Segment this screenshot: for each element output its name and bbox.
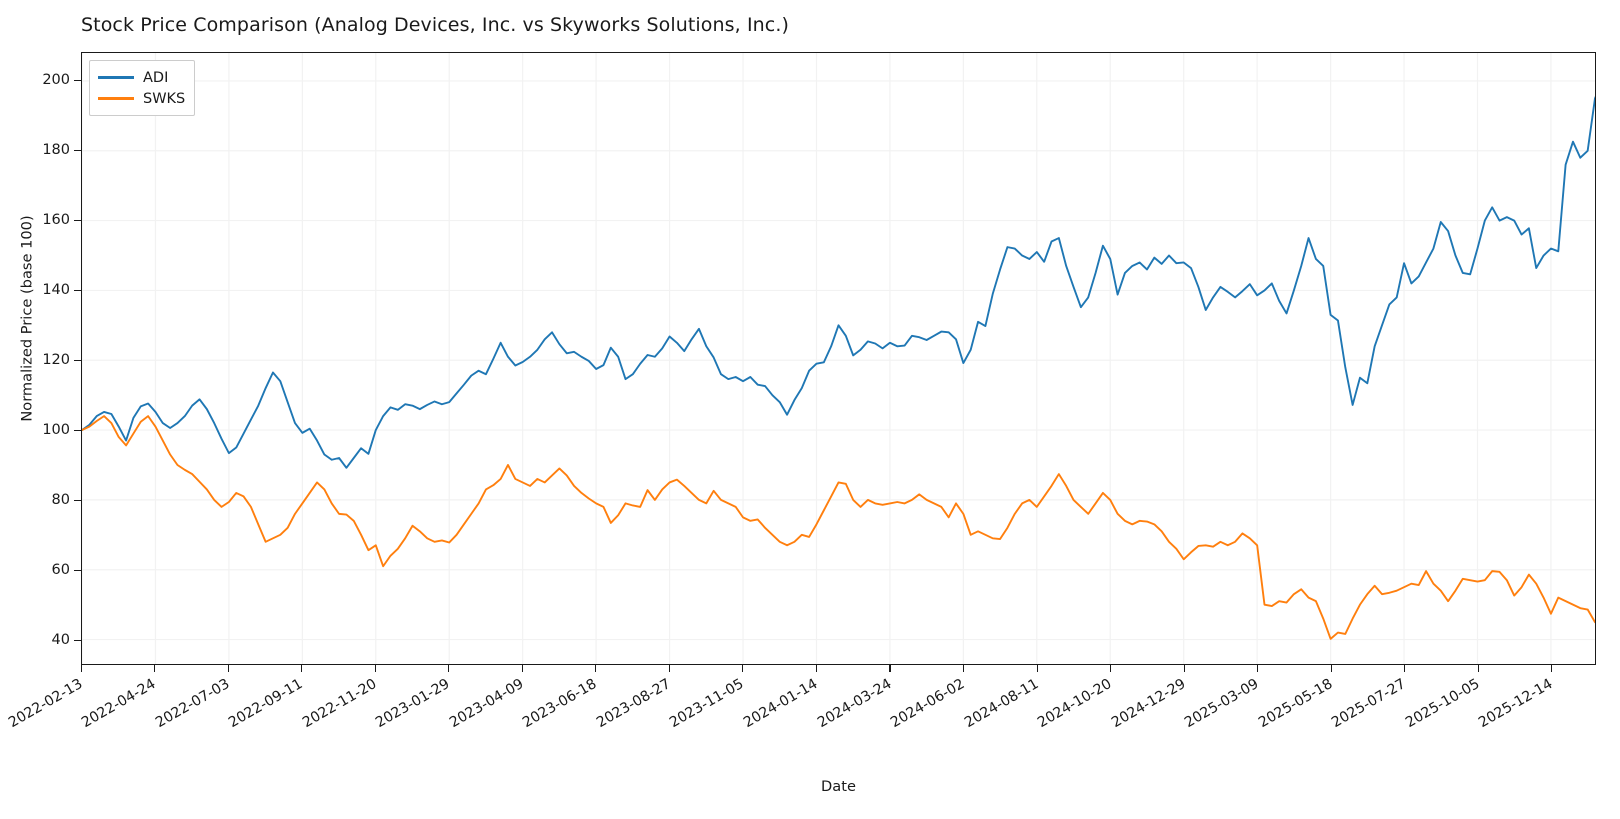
x-tick-mark	[448, 665, 450, 672]
y-tick-label: 180	[42, 142, 70, 159]
y-tick-label: 120	[42, 352, 70, 369]
series-lines	[82, 95, 1595, 640]
legend-item-adi[interactable]: ADI	[98, 67, 185, 88]
x-tick-label: 2022-11-20	[299, 676, 380, 732]
x-tick-mark	[80, 665, 82, 672]
y-tick-label: 80	[51, 492, 70, 509]
x-tick-mark	[1257, 665, 1259, 672]
y-tick-mark	[74, 79, 81, 81]
legend: ADI SWKS	[89, 60, 196, 116]
x-tick-label: 2024-03-24	[814, 676, 894, 732]
x-tick-label: 2023-04-09	[446, 676, 527, 732]
y-axis-label: Normalized Price (base 100)	[18, 215, 36, 422]
legend-color-swatch	[98, 97, 134, 100]
x-tick-mark	[154, 665, 156, 672]
x-tick-label: 2022-09-11	[226, 676, 306, 732]
y-tick-mark	[74, 149, 81, 151]
gridlines	[82, 53, 1595, 664]
x-tick-mark	[1551, 665, 1553, 672]
y-tick-label: 60	[51, 562, 70, 579]
x-tick-label: 2024-06-02	[888, 676, 968, 732]
x-tick-mark	[963, 665, 965, 672]
x-tick-mark	[1404, 665, 1406, 672]
y-tick-mark	[74, 359, 81, 361]
x-tick-label: 2023-11-05	[667, 676, 747, 732]
legend-item-swks[interactable]: SWKS	[98, 88, 185, 109]
x-tick-mark	[815, 665, 818, 672]
y-tick-label: 100	[42, 422, 70, 439]
y-tick-mark	[74, 289, 81, 291]
x-tick-mark	[1330, 665, 1332, 672]
y-axis-tick-labels: 40 60 80 100 120 140 160 180 200	[0, 0, 70, 819]
legend-label: ADI	[143, 69, 169, 86]
y-tick-mark	[74, 429, 81, 431]
legend-label: SWKS	[143, 90, 186, 107]
y-tick-mark	[74, 499, 81, 501]
y-tick-label: 160	[42, 212, 70, 229]
series-line-adi	[82, 95, 1595, 469]
y-tick-mark	[74, 639, 81, 642]
x-tick-label: 2025-03-09	[1182, 676, 1262, 732]
plot-area	[81, 52, 1596, 665]
legend-color-swatch	[98, 76, 134, 79]
x-tick-label: 2025-05-18	[1255, 676, 1336, 732]
x-tick-mark	[301, 665, 303, 672]
x-tick-mark	[668, 665, 670, 672]
x-tick-label: 2024-12-29	[1108, 676, 1189, 732]
x-tick-label: 2022-04-24	[79, 676, 159, 732]
x-tick-label: 2025-12-14	[1476, 676, 1556, 732]
x-tick-mark	[227, 665, 229, 672]
x-tick-mark	[1477, 665, 1479, 672]
y-tick-mark	[74, 219, 81, 221]
series-line-swks	[82, 415, 1595, 640]
x-tick-mark	[889, 665, 891, 672]
x-tick-label: 2025-10-05	[1402, 676, 1483, 732]
x-tick-label: 2023-01-29	[373, 676, 453, 732]
x-tick-mark	[1110, 665, 1112, 672]
x-tick-label: 2024-08-11	[961, 676, 1042, 732]
chart-title: Stock Price Comparison (Analog Devices, …	[81, 14, 789, 36]
x-tick-label: 2023-08-27	[593, 676, 674, 732]
x-tick-mark	[742, 665, 744, 672]
x-tick-mark	[1036, 665, 1038, 672]
plot-svg	[82, 53, 1595, 664]
x-tick-label: 2023-06-18	[520, 676, 600, 732]
x-tick-mark	[521, 665, 523, 672]
y-tick-label: 140	[42, 282, 70, 299]
y-tick-label: 200	[42, 72, 70, 89]
x-tick-label: 2024-10-20	[1035, 676, 1115, 732]
y-tick-label: 40	[51, 632, 70, 649]
x-tick-mark	[1183, 665, 1185, 672]
x-tick-mark	[595, 665, 597, 672]
x-tick-label: 2024-01-14	[741, 676, 821, 732]
x-axis-label: Date	[821, 778, 856, 795]
x-tick-label: 2025-07-27	[1329, 676, 1409, 732]
y-tick-mark	[74, 569, 81, 572]
x-tick-mark	[374, 665, 376, 672]
x-tick-label: 2022-07-03	[152, 676, 233, 732]
